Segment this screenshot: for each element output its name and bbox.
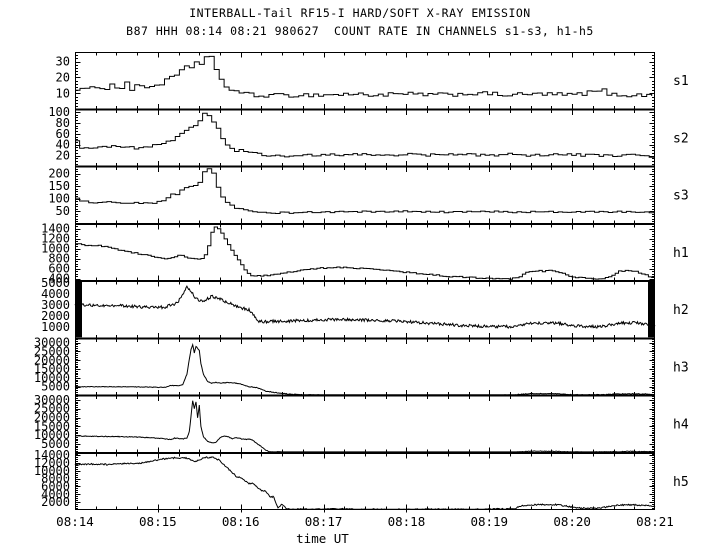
saturation-bar-left xyxy=(76,282,82,338)
y-tick-label: 20 xyxy=(56,70,70,84)
y-tick-label: 40 xyxy=(56,138,70,152)
saturation-bar-right xyxy=(648,282,654,338)
x-tick-label: 08:14 xyxy=(56,514,94,529)
y-tick-label: 1200 xyxy=(41,232,70,246)
panel-border xyxy=(75,338,655,396)
y-tick-label: 100 xyxy=(48,192,70,206)
y-tick-label: 1000 xyxy=(41,242,70,256)
y-tick-label: 60 xyxy=(56,127,70,141)
channel-label-h3: h3 xyxy=(673,360,689,375)
y-tick-label: 20 xyxy=(56,149,70,163)
y-tick-label: 12000 xyxy=(34,456,70,470)
series-h4 xyxy=(75,400,656,453)
x-tick-label: 08:21 xyxy=(636,514,674,529)
y-tick-label: 150 xyxy=(48,179,70,193)
series-s1 xyxy=(75,55,653,98)
y-tick-label: 5000 xyxy=(41,437,70,451)
y-tick-label: 800 xyxy=(48,252,70,266)
y-tick-label: 6000 xyxy=(41,479,70,493)
channel-label-s1: s1 xyxy=(673,74,689,89)
panel-border xyxy=(75,281,655,339)
y-tick-label: 4000 xyxy=(41,487,70,501)
plot-title: INTERBALL-Tail RF15-I HARD/SOFT X-RAY EM… xyxy=(189,6,531,20)
x-tick-label: 08:19 xyxy=(470,514,508,529)
y-tick-label: 30000 xyxy=(34,393,70,407)
y-tick-label: 600 xyxy=(48,262,70,276)
x-tick-label: 08:18 xyxy=(388,514,426,529)
y-tick-label: 20000 xyxy=(34,353,70,367)
y-tick-label: 10000 xyxy=(34,428,70,442)
plot-subtitle: B87 HHH 08:14 08:21 980627 COUNT RATE IN… xyxy=(126,24,594,38)
x-axis-title: time UT xyxy=(296,531,349,546)
panel-border xyxy=(75,166,655,224)
series-h1 xyxy=(75,226,655,280)
y-tick-label: 50 xyxy=(56,204,70,218)
series-s3 xyxy=(75,168,655,214)
y-tick-label: 30 xyxy=(56,55,70,69)
y-tick-label: 25000 xyxy=(34,344,70,358)
panel-border xyxy=(75,452,655,510)
y-tick-label: 25000 xyxy=(34,402,70,416)
y-tick-label: 14000 xyxy=(34,448,70,462)
x-tick-label: 08:16 xyxy=(222,514,260,529)
y-tick-label: 3000 xyxy=(41,298,70,312)
channel-label-s3: s3 xyxy=(673,189,689,204)
y-tick-label: 5000 xyxy=(41,380,70,394)
x-tick-label: 08:15 xyxy=(139,514,177,529)
x-tick-label: 08:20 xyxy=(553,514,591,529)
y-tick-label: 15000 xyxy=(34,419,70,433)
panel-border xyxy=(75,395,655,453)
y-tick-label: 2000 xyxy=(41,495,70,509)
y-tick-label: 10 xyxy=(56,86,70,100)
y-tick-label: 10000 xyxy=(34,371,70,385)
y-tick-label: 100 xyxy=(48,105,70,119)
y-tick-label: 1000 xyxy=(41,320,70,334)
y-tick-label: 400 xyxy=(48,272,70,286)
channel-label-s2: s2 xyxy=(673,131,689,146)
y-tick-label: 30000 xyxy=(34,336,70,350)
x-tick-label: 08:17 xyxy=(305,514,343,529)
channel-label-h1: h1 xyxy=(673,246,689,261)
channel-label-h4: h4 xyxy=(673,418,689,433)
y-tick-label: 1400 xyxy=(41,222,70,236)
y-tick-label: 8000 xyxy=(41,472,70,486)
channel-label-h5: h5 xyxy=(673,475,689,490)
y-tick-label: 2000 xyxy=(41,309,70,323)
y-tick-label: 80 xyxy=(56,116,70,130)
series-h3 xyxy=(74,342,656,396)
y-tick-label: 15000 xyxy=(34,362,70,376)
y-tick-label: 4000 xyxy=(41,287,70,301)
panel-border xyxy=(75,52,655,110)
channel-label-h2: h2 xyxy=(673,303,689,318)
y-tick-label: 10000 xyxy=(34,464,70,478)
series-h2 xyxy=(74,285,656,329)
series-s2 xyxy=(75,112,655,158)
y-tick-label: 20000 xyxy=(34,411,70,425)
panel-border xyxy=(75,223,655,281)
series-h5 xyxy=(74,456,656,510)
x-axis-labels: 08:14 08:15 08:16 08:17 08:18 08:19 08:20 08:21 xyxy=(56,514,674,529)
y-tick-label: 200 xyxy=(48,167,70,181)
y-tick-label: 5000 xyxy=(41,276,70,290)
panel-border xyxy=(75,109,655,167)
